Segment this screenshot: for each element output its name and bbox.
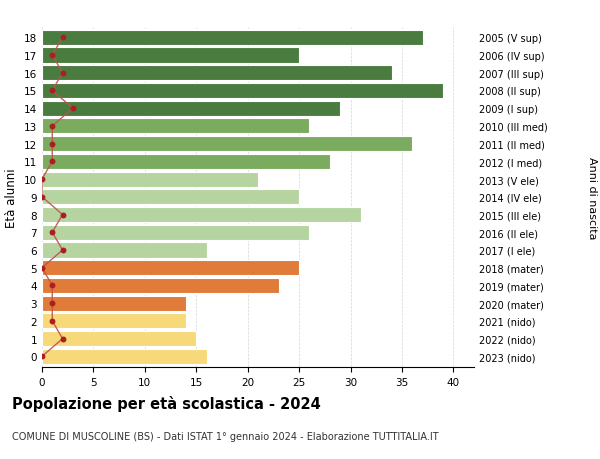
Point [37,194,47,201]
Point [58,335,67,342]
Bar [42,207,361,223]
Bar [42,137,412,152]
Text: COMUNE DI MUSCOLINE (BS) - Dati ISTAT 1° gennaio 2024 - Elaborazione TUTTITALIA.: COMUNE DI MUSCOLINE (BS) - Dati ISTAT 1°… [12,431,439,442]
Point [47,123,57,130]
Bar [42,155,330,169]
Bar [42,84,443,99]
Point [47,300,57,307]
Point [58,34,67,42]
Point [68,105,77,112]
Bar [42,331,196,347]
Bar [42,172,258,187]
Bar [42,119,310,134]
Bar [42,261,299,276]
Point [47,88,57,95]
Bar [42,243,206,258]
Point [47,229,57,236]
Bar [42,278,278,293]
Point [37,264,47,272]
Point [58,212,67,219]
Point [47,52,57,60]
Point [47,158,57,166]
Y-axis label: Età alunni: Età alunni [5,168,19,227]
Bar [42,31,422,46]
Point [58,70,67,77]
Point [37,176,47,183]
Text: Popolazione per età scolastica - 2024: Popolazione per età scolastica - 2024 [12,395,321,411]
Point [47,318,57,325]
Bar [42,313,186,329]
Bar [42,296,186,311]
Bar [42,101,340,117]
Bar [42,190,299,205]
Point [58,247,67,254]
Bar [42,66,392,81]
Bar [42,349,206,364]
Point [47,140,57,148]
Point [37,353,47,360]
Text: Anni di nascita: Anni di nascita [587,156,597,239]
Point [47,282,57,290]
Bar [42,225,310,240]
Bar [42,48,299,63]
